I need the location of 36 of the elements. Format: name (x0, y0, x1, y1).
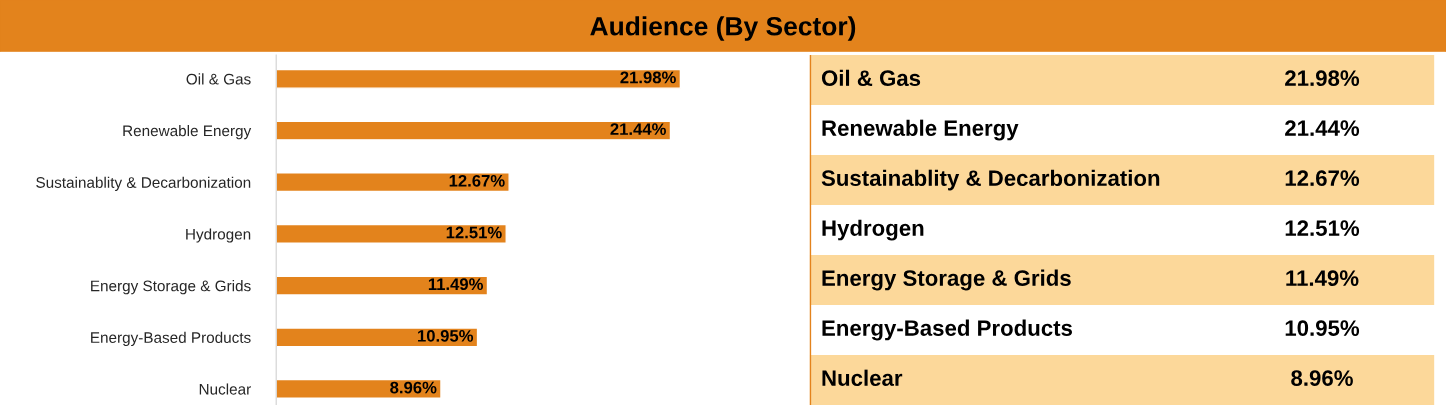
text: 12.51% (446, 226, 502, 239)
text: 12.67% (449, 174, 505, 187)
category-label: Hydrogen (822, 219, 924, 241)
text: 10.95% (418, 329, 474, 342)
category-label: Energy Storage & Grids (822, 269, 1071, 291)
text: 21.44% (610, 123, 666, 135)
bar (276, 327, 479, 348)
bar (276, 120, 672, 141)
text: 8.96% (390, 381, 437, 394)
data-label: 12.51% (1285, 220, 1360, 237)
data-label: 10.95% (1285, 320, 1360, 336)
text: 21.98% (620, 71, 676, 84)
y-tick-label: Renewable Energy (123, 125, 252, 140)
category-label: Energy-Based Products (822, 319, 1073, 341)
category-label: Renewable Energy (822, 119, 1019, 141)
data-label: 21.98% (1285, 70, 1360, 87)
y-tick-label: Oil & Gas (186, 73, 251, 85)
y-tick-label: Energy-Based Products (91, 331, 251, 346)
bar (276, 223, 507, 244)
category-label: Nuclear (822, 369, 903, 386)
y-tick-label: Hydrogen (186, 228, 251, 243)
bar (276, 275, 489, 296)
bar (276, 172, 510, 193)
text: 11.49% (428, 278, 483, 291)
y-tick-label: Sustainablity & Decarbonization (36, 176, 251, 191)
y-tick-label: Nuclear (199, 383, 251, 395)
bar (276, 378, 442, 399)
data-label: 21.44% (1285, 120, 1360, 136)
data-label: 11.49% (1286, 270, 1359, 286)
category-label: Oil & Gas (821, 69, 921, 87)
category-label: Sustainablity & Decarbonization (821, 169, 1160, 191)
data-label: 8.96% (1291, 370, 1353, 386)
data-label: 12.67% (1285, 170, 1360, 187)
bar (276, 68, 682, 89)
chart-title: Audience (By Sector) (590, 16, 856, 41)
y-tick-label: Energy Storage & Grids (91, 280, 251, 295)
